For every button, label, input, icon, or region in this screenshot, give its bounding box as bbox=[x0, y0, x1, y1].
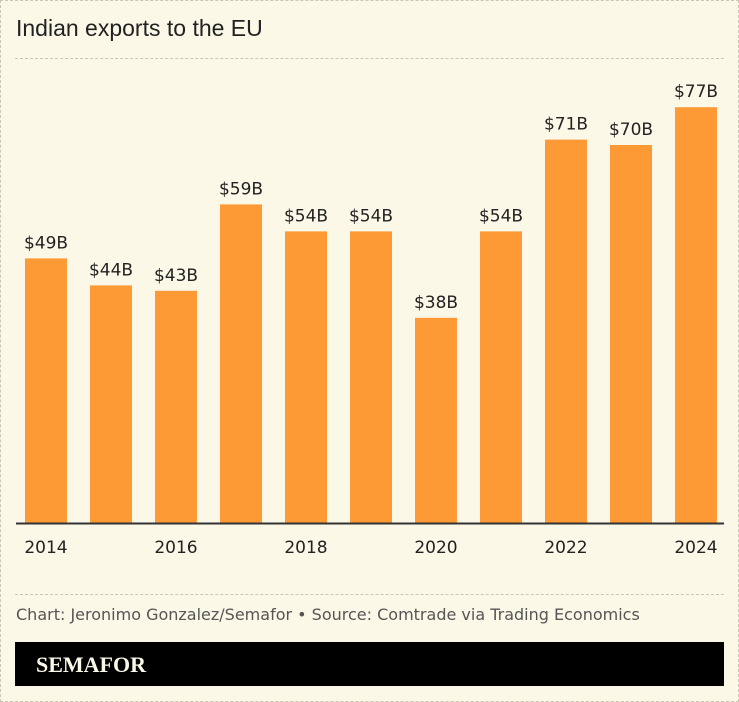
semafor-logo: SEMAFOR bbox=[36, 652, 146, 677]
bar-2019 bbox=[350, 231, 392, 523]
x-tick-2020: 2020 bbox=[414, 538, 457, 558]
credit-source: Chart: Jeronimo Gonzalez/Semafor • Sourc… bbox=[16, 605, 640, 624]
x-tick-2024: 2024 bbox=[674, 538, 717, 558]
bar-2014 bbox=[25, 258, 67, 523]
data-label-2022: $71B bbox=[544, 115, 588, 135]
data-label-2015: $44B bbox=[89, 260, 133, 280]
x-tick-2014: 2014 bbox=[24, 538, 67, 558]
data-label-2019: $54B bbox=[349, 206, 393, 226]
data-label-2017: $59B bbox=[219, 179, 263, 199]
bar-2024 bbox=[675, 107, 717, 523]
bar-2017 bbox=[220, 204, 262, 523]
bar-2022 bbox=[545, 139, 587, 523]
data-label-2024: $77B bbox=[674, 82, 718, 102]
data-label-2016: $43B bbox=[154, 266, 198, 286]
data-label-2021: $54B bbox=[479, 206, 523, 226]
divider bbox=[15, 594, 724, 595]
bar-2021 bbox=[480, 231, 522, 523]
bar-2015 bbox=[90, 285, 132, 523]
data-label-2014: $49B bbox=[24, 233, 68, 253]
x-tick-2018: 2018 bbox=[284, 538, 327, 558]
data-label-2018: $54B bbox=[284, 206, 328, 226]
x-tick-2022: 2022 bbox=[544, 538, 587, 558]
bar-2020 bbox=[415, 317, 457, 523]
chart-title: Indian exports to the EU bbox=[16, 15, 263, 41]
divider bbox=[15, 58, 724, 59]
brand-bar: SEMAFOR bbox=[15, 642, 724, 686]
bar-2023 bbox=[610, 145, 652, 523]
bar-2018 bbox=[285, 231, 327, 523]
bar-2016 bbox=[155, 290, 197, 523]
data-label-2020: $38B bbox=[414, 293, 458, 313]
bar-chart: $49B $44B $43B $59B $54B $54B $38B $54B $71B $70B… bbox=[16, 82, 724, 558]
x-tick-2016: 2016 bbox=[154, 538, 197, 558]
data-label-2023: $70B bbox=[609, 120, 653, 140]
